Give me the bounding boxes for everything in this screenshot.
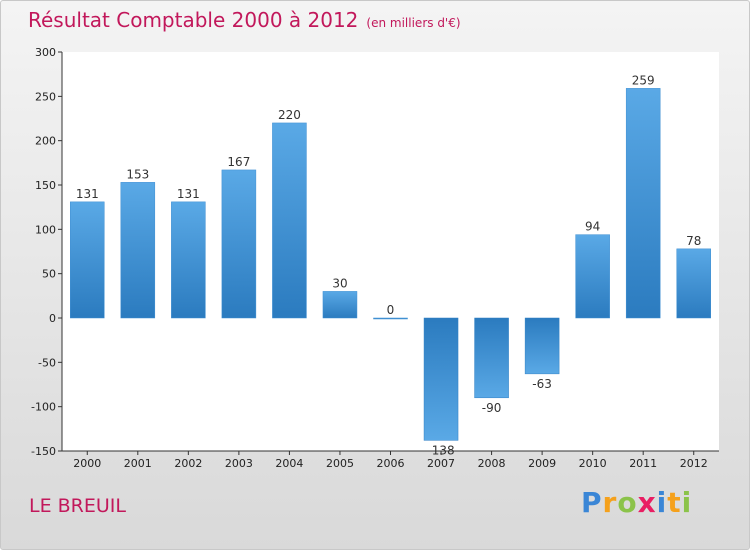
- logo-letter: x: [637, 486, 657, 519]
- plot-area: [62, 52, 719, 451]
- bar-2003: [221, 169, 257, 319]
- y-tick-label: 0: [49, 312, 56, 325]
- y-tick-label: 200: [35, 135, 56, 148]
- bar-2006: [373, 317, 408, 320]
- x-tick-label-2011: 2011: [629, 457, 657, 470]
- value-label-2007: -138: [427, 443, 454, 457]
- bar-2005: [322, 291, 358, 319]
- x-tick-label-2005: 2005: [326, 457, 354, 470]
- y-tick-label: 250: [35, 90, 56, 103]
- x-tick-label-2007: 2007: [427, 457, 455, 470]
- bar-2010: [575, 234, 610, 319]
- x-tick-label-2012: 2012: [680, 457, 708, 470]
- y-tick-label: 300: [35, 46, 56, 59]
- bar-2007: [423, 317, 459, 441]
- bar-2002: [171, 201, 206, 319]
- value-label-2005: 30: [332, 276, 347, 290]
- value-label-2004: 220: [278, 108, 301, 122]
- x-tick-label-2009: 2009: [528, 457, 556, 470]
- y-tick-label: 100: [35, 223, 56, 236]
- logo-letter: t: [667, 486, 682, 519]
- chart-title-block: Résultat Comptable 2000 à 2012 (en millie…: [28, 8, 461, 32]
- x-tick-label-2003: 2003: [225, 457, 253, 470]
- y-tick-label: -150: [31, 445, 56, 458]
- chart-title: Résultat Comptable 2000 à 2012: [28, 8, 359, 32]
- x-tick-label-2002: 2002: [174, 457, 202, 470]
- bar-2000: [70, 201, 105, 319]
- value-label-2011: 259: [632, 73, 655, 87]
- x-tick-label-2006: 2006: [377, 457, 405, 470]
- commune-name: LE BREUIL: [29, 495, 126, 517]
- y-tick-label: 50: [42, 268, 56, 281]
- value-label-2008: -90: [482, 401, 502, 415]
- bar-2008: [474, 317, 509, 399]
- bar-2009: [524, 317, 560, 375]
- value-label-2000: 131: [76, 187, 99, 201]
- y-tick-label: -100: [31, 401, 56, 414]
- value-label-2012: 78: [686, 234, 701, 248]
- value-label-2002: 131: [177, 187, 200, 201]
- x-tick-label-2010: 2010: [579, 457, 607, 470]
- logo-letter: i: [656, 486, 668, 519]
- x-tick-label-2001: 2001: [124, 457, 152, 470]
- logo-letter: r: [602, 486, 618, 519]
- value-label-2001: 153: [126, 167, 149, 181]
- logo-letter: o: [617, 486, 638, 519]
- x-tick-label-2004: 2004: [275, 457, 303, 470]
- proxiti-logo: Proxiti: [581, 486, 692, 519]
- value-label-2010: 94: [585, 220, 600, 234]
- logo-letter: i: [681, 486, 693, 519]
- y-tick-label: -50: [38, 356, 56, 369]
- value-label-2006: 0: [387, 303, 395, 317]
- bar-2012: [676, 248, 711, 319]
- bar-2001: [120, 182, 156, 319]
- value-label-2009: -63: [532, 377, 552, 391]
- x-tick-label-2008: 2008: [478, 457, 506, 470]
- bar-2011: [625, 88, 661, 319]
- x-tick-label-2000: 2000: [73, 457, 101, 470]
- y-tick-label: 150: [35, 179, 56, 192]
- logo-letter: P: [581, 486, 603, 519]
- value-label-2003: 167: [227, 155, 250, 169]
- bar-2004: [272, 122, 307, 319]
- chart-unit: (en milliers d'€): [366, 16, 461, 30]
